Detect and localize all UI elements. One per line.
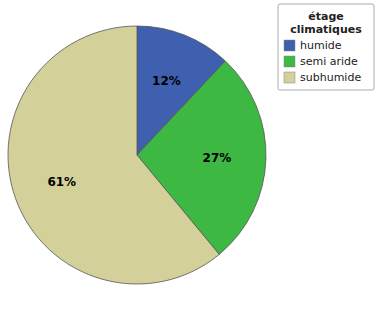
legend-item: humide xyxy=(284,39,342,52)
legend-item: semi aride xyxy=(284,55,358,68)
data-label: 12% xyxy=(152,74,181,88)
legend-title-line: étage xyxy=(308,10,343,23)
legend-label: subhumide xyxy=(300,71,361,84)
legend-frame xyxy=(278,4,374,90)
pie: 12% 27% 61% xyxy=(8,26,266,284)
legend-swatch xyxy=(284,56,295,67)
slice xyxy=(8,26,219,284)
data-label: 27% xyxy=(203,151,232,165)
legend-swatch xyxy=(284,72,295,83)
legend-title: étageclimatiques xyxy=(290,10,362,36)
legend: étageclimatiques humide semi aride subhumid… xyxy=(278,4,374,90)
slices xyxy=(8,26,266,284)
data-label: 61% xyxy=(47,175,76,189)
legend-title-line: climatiques xyxy=(290,23,362,36)
legend-item: subhumide xyxy=(284,71,361,84)
chart: 12% 27% 61% étageclimatiques humide semi arid… xyxy=(0,0,378,310)
data-labels: 12% 27% 61% xyxy=(47,74,231,189)
legend-swatch xyxy=(284,40,295,51)
legend-label: semi aride xyxy=(300,55,358,68)
legend-label: humide xyxy=(300,39,342,52)
